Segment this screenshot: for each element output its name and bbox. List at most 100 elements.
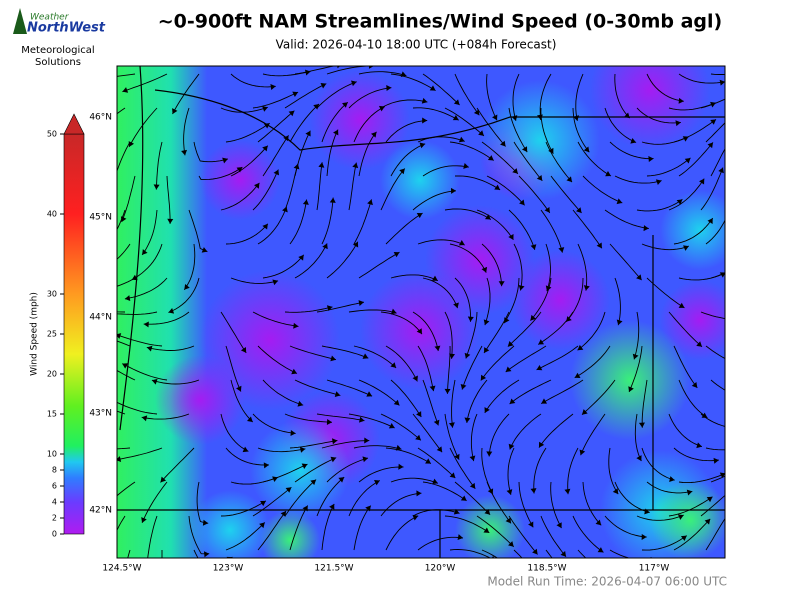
streamline-arrow: [684, 157, 691, 164]
streamline: [294, 243, 328, 279]
streamline-arrow: [487, 155, 494, 161]
streamline-arrow: [508, 443, 515, 450]
streamline-arrow: [473, 109, 480, 116]
streamline: [484, 277, 491, 326]
streamline: [380, 413, 422, 441]
streamline-arrow: [390, 308, 397, 315]
lat-label: 43°N: [89, 409, 112, 419]
streamline: [380, 168, 406, 211]
streamline-arrow: [484, 347, 490, 353]
streamline-arrow: [500, 140, 506, 147]
streamline-arrow: [564, 488, 571, 495]
streamline-arrow: [117, 333, 122, 339]
streamline-arrow: [388, 423, 395, 429]
streamline-arrow: [293, 322, 299, 329]
streamline: [577, 549, 587, 558]
streamline: [575, 73, 584, 121]
streamline: [422, 277, 458, 309]
streamlines: [85, 66, 749, 558]
lon-label: 118.5°W: [527, 564, 566, 574]
streamline-arrow: [202, 519, 209, 526]
streamline: [700, 494, 725, 517]
streamline: [508, 107, 528, 153]
streamline: [183, 107, 190, 156]
streamline: [507, 447, 515, 495]
streamline: [412, 311, 439, 352]
streamline-arrow: [605, 171, 611, 177]
streamline: [705, 122, 725, 143]
streamline: [518, 481, 534, 528]
streamline-arrow: [558, 247, 565, 253]
streamline-arrow: [458, 136, 465, 143]
streamline: [476, 515, 515, 548]
streamline-arrow: [597, 547, 604, 553]
streamline-arrow: [677, 514, 684, 520]
streamline-arrow: [263, 462, 269, 469]
streamline-arrow: [536, 364, 543, 371]
streamline-arrow: [498, 281, 505, 287]
streamline-arrow: [302, 199, 309, 205]
streamline-arrow: [305, 130, 311, 137]
borders: [117, 66, 725, 558]
streamline-arrow: [128, 141, 135, 147]
streamline-arrow: [262, 145, 268, 152]
streamline: [353, 106, 386, 143]
streamline-arrow: [707, 218, 713, 224]
streamline: [390, 274, 438, 282]
streamline: [449, 447, 476, 489]
wind-blob: [660, 190, 725, 270]
streamline-arrow: [632, 353, 639, 360]
colorbar-label: Wind Speed (mph): [30, 292, 40, 376]
streamline-arrow: [122, 363, 129, 369]
streamline-arrow: [432, 478, 438, 485]
streamline-arrow: [453, 99, 460, 106]
streamline-arrow: [505, 517, 512, 524]
streamline-arrow: [283, 135, 289, 142]
streamline-arrow: [744, 251, 749, 257]
streamline-arrow: [386, 85, 392, 92]
colorbar-tick-label: 10: [47, 450, 57, 459]
streamline-arrow: [458, 240, 465, 246]
streamline-arrow: [85, 329, 90, 335]
streamline-arrow: [273, 169, 280, 176]
streamline: [316, 413, 365, 422]
streamline: [572, 209, 603, 249]
streamline: [577, 141, 612, 177]
streamline: [326, 457, 369, 483]
title: ~0-900ft NAM Streamlines/Wind Speed (0-3…: [158, 11, 722, 33]
streamline-arrow: [643, 225, 649, 232]
streamline: [673, 447, 719, 462]
streamline-arrow: [480, 374, 487, 381]
streamline: [422, 165, 469, 177]
streamline: [488, 413, 510, 457]
streamline-arrow: [301, 463, 308, 469]
streamline-arrow: [329, 197, 336, 203]
streamline-arrow: [467, 316, 474, 322]
streamline: [353, 505, 372, 551]
streamline: [614, 175, 662, 184]
streamline: [385, 515, 419, 551]
streamline: [147, 515, 158, 558]
streamline: [614, 277, 621, 326]
streamline-arrow: [544, 206, 550, 213]
streamline: [536, 345, 579, 371]
streamline: [678, 473, 725, 484]
streamline: [151, 379, 200, 385]
streamline: [141, 481, 168, 523]
streamline-arrow: [393, 251, 400, 258]
streamline: [117, 243, 131, 260]
streamline: [326, 379, 373, 397]
streamline: [193, 549, 233, 558]
streamline-arrow: [448, 422, 455, 428]
streamline-arrow: [370, 131, 377, 138]
streamline-arrow: [416, 411, 422, 417]
streamline: [636, 514, 684, 521]
streamline: [481, 549, 499, 558]
streamline: [117, 141, 131, 173]
streamline: [124, 277, 168, 300]
streamline: [582, 175, 623, 204]
streamline-arrow: [291, 368, 298, 375]
streamline-arrow: [450, 187, 457, 194]
streamline-arrow: [743, 317, 748, 323]
